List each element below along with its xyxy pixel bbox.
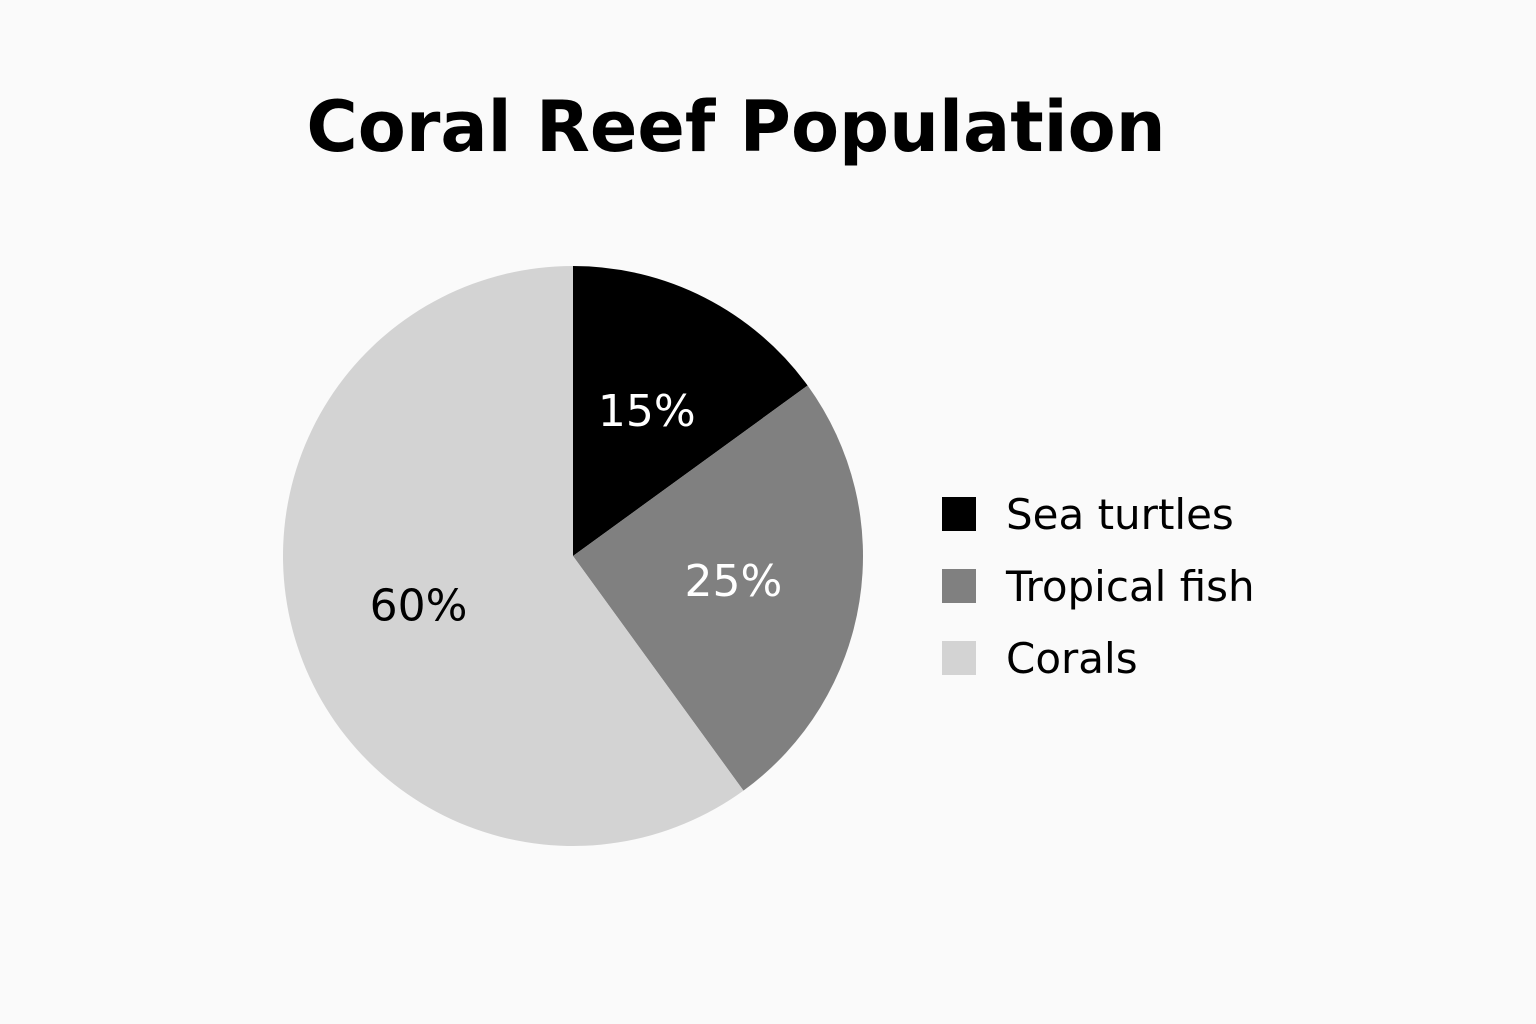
pie-slice-tropical-fish	[573, 385, 863, 791]
legend-label-sea-turtles: Sea turtles	[1006, 489, 1234, 539]
pie-slice-sea-turtles	[573, 266, 808, 556]
pie-label-sea-turtles: 15%	[598, 386, 696, 437]
legend-label-corals: Corals	[1006, 633, 1138, 683]
legend-swatch-sea-turtles	[942, 497, 976, 531]
legend-item-tropical-fish: Tropical fish	[942, 560, 1255, 612]
legend-label-tropical-fish: Tropical fish	[1006, 561, 1255, 611]
pie-slice-corals	[282, 266, 744, 846]
legend-swatch-tropical-fish	[942, 569, 976, 603]
legend: Sea turtles Tropical fish Corals	[942, 488, 1255, 704]
chart-title: Coral Reef Population	[306, 86, 1166, 168]
legend-item-corals: Corals	[942, 632, 1255, 684]
legend-swatch-corals	[942, 641, 976, 675]
pie-label-tropical-fish: 25%	[685, 556, 783, 607]
pie-label-corals: 60%	[370, 581, 468, 632]
legend-item-sea-turtles: Sea turtles	[942, 488, 1255, 540]
